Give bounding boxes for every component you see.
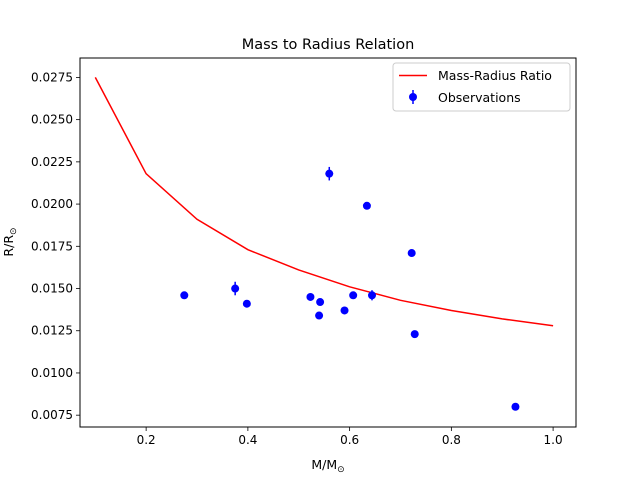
x-tick-label: 0.4 xyxy=(238,433,257,447)
legend: Mass-Radius Ratio Observations xyxy=(392,62,571,112)
x-tick-label: 1.0 xyxy=(544,433,563,447)
y-tick-label: 0.0225 xyxy=(31,155,73,169)
observation-point xyxy=(315,311,324,320)
observation-point xyxy=(407,249,416,258)
y-tick-label: 0.0125 xyxy=(31,324,73,338)
observation-point xyxy=(362,201,371,210)
y-tick-label: 0.0100 xyxy=(31,366,73,380)
observation-point xyxy=(368,291,377,300)
legend-box xyxy=(392,62,571,112)
y-tick-label: 0.0250 xyxy=(31,113,73,127)
x-tick-label: 0.6 xyxy=(340,433,359,447)
y-tick-label: 0.0200 xyxy=(31,197,73,211)
plot-layer xyxy=(94,77,554,411)
y-tick-label: 0.0275 xyxy=(31,70,73,84)
observation-point xyxy=(340,306,349,315)
x-axis-label-sun-symbol: ⊙ xyxy=(337,465,345,475)
observation-point xyxy=(231,284,240,293)
legend-marker-swatch xyxy=(409,93,417,101)
y-axis-ticks: 0.0075 0.0100 0.0125 0.0150 0.0175 0.0200 0.02… xyxy=(31,70,80,422)
legend-label-observations: Observations xyxy=(438,90,521,105)
observation-point xyxy=(410,330,419,339)
observation-point xyxy=(180,291,189,300)
plot-frame xyxy=(79,57,577,428)
legend-label-mass-radius-ratio: Mass-Radius Ratio xyxy=(438,68,552,83)
chart-title: Mass to Radius Relation xyxy=(242,37,415,53)
observation-point xyxy=(511,402,520,411)
observation-point xyxy=(306,292,315,301)
y-axis-label-main: R/R xyxy=(1,235,16,257)
x-tick-label: 0.2 xyxy=(137,433,156,447)
x-axis-label-main: M/M xyxy=(311,457,337,472)
observation-point xyxy=(325,169,334,178)
y-axis-label-sun-symbol: ⊙ xyxy=(9,227,19,235)
y-tick-label: 0.0175 xyxy=(31,239,73,253)
x-tick-label: 0.8 xyxy=(442,433,461,447)
x-axis-ticks: 0.2 0.4 0.6 0.8 1.0 xyxy=(137,427,563,447)
y-axis-label: R/R⊙ xyxy=(1,227,19,256)
y-tick-label: 0.0075 xyxy=(31,408,73,422)
x-axis-label: M/M⊙ xyxy=(311,457,344,475)
observation-point xyxy=(316,298,325,307)
observation-point xyxy=(349,291,358,300)
y-tick-label: 0.0150 xyxy=(31,282,73,296)
observation-point xyxy=(242,299,251,308)
mass-radius-ratio-line xyxy=(94,77,554,327)
